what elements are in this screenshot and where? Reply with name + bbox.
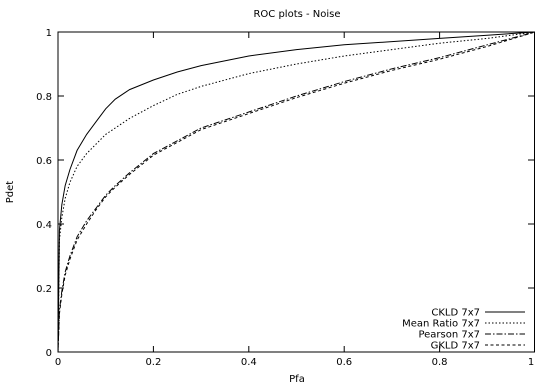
series-line-ckld-7x7 bbox=[57, 31, 535, 353]
legend-label: Mean Ratio 7x7 bbox=[402, 319, 480, 330]
chart-title: ROC plots - Noise bbox=[253, 9, 340, 20]
x-tick-label: 0.2 bbox=[145, 357, 161, 368]
y-tick-label: 0.4 bbox=[36, 220, 52, 231]
x-tick-label: 1 bbox=[528, 357, 534, 368]
series-lines bbox=[57, 31, 535, 353]
series-line-pearson-7x7 bbox=[57, 31, 535, 353]
y-tick-label: 0.6 bbox=[36, 156, 52, 167]
x-tick-label: 0 bbox=[55, 357, 61, 368]
y-axis-ticks: 0 0.2 0.4 0.6 0.8 1 bbox=[36, 28, 534, 359]
x-tick-label: 0.4 bbox=[241, 357, 257, 368]
series-line-mean-ratio-7x7 bbox=[57, 31, 535, 353]
y-tick-label: 0 bbox=[46, 348, 52, 359]
x-tick-label: 0.6 bbox=[336, 357, 352, 368]
y-tick-label: 1 bbox=[46, 28, 52, 39]
y-tick-label: 0.8 bbox=[36, 92, 52, 103]
x-axis-ticks: 0 0.2 0.4 0.6 0.8 1 bbox=[55, 32, 535, 368]
plot-frame bbox=[57, 31, 535, 353]
legend-label: GKLD 7x7 bbox=[431, 341, 480, 352]
legend-label: CKLD 7x7 bbox=[431, 308, 480, 319]
series-line-gkld-7x7 bbox=[57, 31, 535, 353]
x-tick-label: 0.8 bbox=[432, 357, 448, 368]
x-axis-label: Pfa bbox=[289, 374, 305, 385]
plot-border bbox=[57, 31, 535, 353]
legend-label: Pearson 7x7 bbox=[418, 330, 480, 341]
y-axis-label: Pdet bbox=[5, 181, 16, 204]
y-tick-label: 0.2 bbox=[36, 284, 52, 295]
